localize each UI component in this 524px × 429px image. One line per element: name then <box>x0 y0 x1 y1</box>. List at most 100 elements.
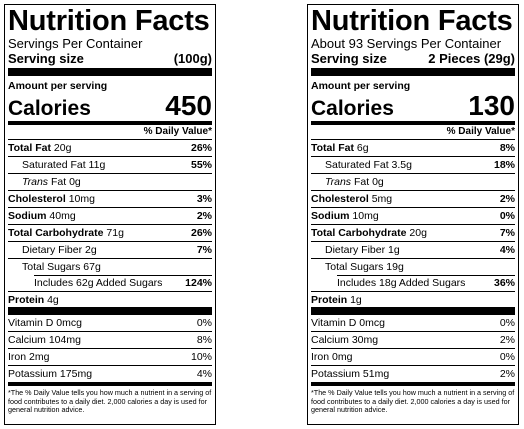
calcium-row: Calcium 104mg 8% <box>8 331 212 348</box>
nutrient-amount: 10mg <box>68 193 95 205</box>
serving-size-value: 2 Pieces (29g) <box>428 51 515 66</box>
amount-per-serving: Amount per serving <box>8 80 108 92</box>
servings-per-container: Servings Per Container <box>8 36 143 51</box>
nutrient-label: Calcium 30mg <box>311 334 379 346</box>
nutrient-label: Iron 2mg <box>8 351 50 363</box>
dietary-fiber-row: Dietary Fiber 2g 7% <box>8 241 212 258</box>
daily-value: 18% <box>493 159 515 171</box>
serving-size-row: Serving size 2 Pieces (29g) <box>311 51 515 66</box>
nutrition-label-left: Nutrition Facts Servings Per Container S… <box>4 4 216 425</box>
iron-row: Iron 2mg 10% <box>8 348 212 365</box>
thick-divider <box>311 307 515 315</box>
nutrient-label: Fat 0g <box>353 176 384 188</box>
calories-value: 450 <box>165 90 212 121</box>
nutrient-label: Cholesterol <box>311 193 369 205</box>
nutrient-amount: 20g <box>409 227 427 239</box>
nutrient-label: Includes 62g Added Sugars <box>34 277 163 289</box>
total-sugars-row: Total Sugars 67g <box>8 258 212 275</box>
trans-italic: Trans <box>325 176 352 188</box>
daily-value: 124% <box>185 277 212 289</box>
cholesterol-row: Cholesterol 5mg 2% <box>311 190 515 207</box>
added-sugars-row: Includes 18g Added Sugars 36% <box>311 275 515 291</box>
calories-label: Calories <box>311 97 394 120</box>
daily-value: 8% <box>499 142 515 154</box>
nutrient-label: Dietary Fiber 1g <box>325 244 400 256</box>
added-sugars-row: Includes 62g Added Sugars 124% <box>8 275 212 291</box>
daily-value: 2% <box>499 368 515 380</box>
nutrient-amount: 4g <box>47 293 59 306</box>
daily-value: 4% <box>499 244 515 256</box>
nutrient-label: Sodium <box>8 210 47 222</box>
potassium-row: Potassium 51mg 2% <box>311 365 515 382</box>
nutrient-label: Dietary Fiber 2g <box>22 244 97 256</box>
daily-value: 2% <box>196 210 212 222</box>
total-sugars-row: Total Sugars 19g <box>311 258 515 275</box>
cholesterol-row: Cholesterol 10mg 3% <box>8 190 212 207</box>
nutrient-label: Total Fat <box>311 142 354 154</box>
nutrient-label: Includes 18g Added Sugars <box>337 277 466 289</box>
medium-divider <box>311 382 515 386</box>
servings-per-container: About 93 Servings Per Container <box>311 36 502 51</box>
label-title: Nutrition Facts <box>311 5 513 37</box>
daily-value: 0% <box>499 210 515 222</box>
medium-divider <box>8 121 212 125</box>
nutrient-amount: 1g <box>350 293 362 306</box>
daily-value-header: % Daily Value* <box>446 126 515 137</box>
daily-value: 3% <box>196 193 212 205</box>
nutrient-label: Potassium 175mg <box>8 368 93 380</box>
daily-value: 26% <box>190 227 212 239</box>
nutrient-label: Total Sugars 19g <box>325 261 404 273</box>
amount-per-serving: Amount per serving <box>311 80 411 92</box>
calcium-row: Calcium 30mg 2% <box>311 331 515 348</box>
trans-italic: Trans <box>22 176 49 188</box>
dietary-fiber-row: Dietary Fiber 1g 4% <box>311 241 515 258</box>
calories-value: 130 <box>468 90 515 121</box>
daily-value: 7% <box>196 244 212 256</box>
daily-value: 7% <box>499 227 515 239</box>
daily-value: 10% <box>190 351 212 363</box>
nutrient-label: Potassium 51mg <box>311 368 390 380</box>
calories-row: Calories 130 <box>311 92 515 120</box>
daily-value: 4% <box>196 368 212 380</box>
thick-divider <box>8 307 212 315</box>
nutrient-label: Fat 0g <box>50 176 81 188</box>
nutrient-amount: 71g <box>106 227 124 239</box>
nutrient-label: Sodium <box>311 210 350 222</box>
nutrient-label: Protein <box>8 293 45 306</box>
nutrition-label-right: Nutrition Facts About 93 Servings Per Co… <box>307 4 519 425</box>
iron-row: Iron 0mg 0% <box>311 348 515 365</box>
serving-size-value: (100g) <box>173 51 212 66</box>
nutrient-label: Total Carbohydrate <box>8 227 104 239</box>
daily-value: 8% <box>196 334 212 346</box>
daily-value: 2% <box>499 334 515 346</box>
thick-divider <box>8 68 212 76</box>
saturated-fat-row: Saturated Fat 3.5g 18% <box>311 156 515 173</box>
calories-row: Calories 450 <box>8 92 212 120</box>
thick-divider <box>311 68 515 76</box>
total-fat-row: Total Fat 6g 8% <box>311 139 515 156</box>
nutrient-amount: 10mg <box>352 210 379 222</box>
medium-divider <box>8 382 212 386</box>
potassium-row: Potassium 175mg 4% <box>8 365 212 382</box>
nutrient-amount: 20g <box>53 142 72 154</box>
daily-value: 55% <box>190 159 212 171</box>
nutrient-label: Vitamin D 0mcg <box>311 317 385 329</box>
nutrient-amount: 5mg <box>371 193 393 205</box>
serving-size-label: Serving size <box>8 51 84 66</box>
daily-value: 26% <box>190 142 212 154</box>
nutrient-label: Total Sugars 67g <box>22 261 101 273</box>
nutrient-amount: 40mg <box>49 210 76 222</box>
daily-value: 36% <box>493 277 515 289</box>
serving-size-label: Serving size <box>311 51 387 66</box>
nutrient-label: Calcium 104mg <box>8 334 81 346</box>
nutrient-label: Protein <box>311 293 348 306</box>
protein-row: Protein 1g <box>311 291 515 307</box>
footnote: *The % Daily Value tells you how much a … <box>8 388 212 415</box>
total-fat-row: Total Fat 20g 26% <box>8 139 212 156</box>
protein-row: Protein 4g <box>8 291 212 307</box>
nutrient-label: Saturated Fat 3.5g <box>325 159 412 171</box>
sodium-row: Sodium 10mg 0% <box>311 207 515 224</box>
nutrient-label: Vitamin D 0mcg <box>8 317 82 329</box>
total-carbohydrate-row: Total Carbohydrate 71g 26% <box>8 224 212 241</box>
